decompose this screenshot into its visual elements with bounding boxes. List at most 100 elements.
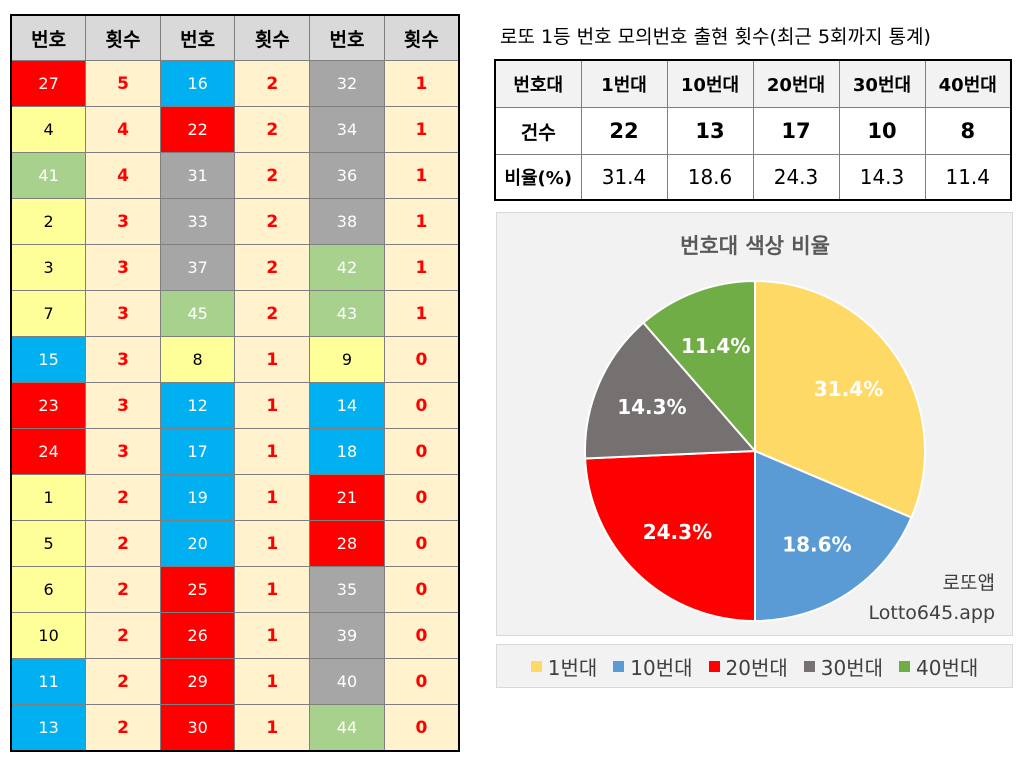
band-label: 30번대 <box>838 59 926 108</box>
appearance-count: 0 <box>383 566 460 613</box>
lotto-number: 39 <box>309 612 385 659</box>
table-row: 4 4 22 2 34 1 <box>10 106 460 153</box>
pie-slice <box>584 321 758 460</box>
appearance-count: 0 <box>383 474 460 521</box>
appearance-count: 1 <box>234 658 311 705</box>
lotto-number: 11 <box>10 658 87 705</box>
lotto-number: 7 <box>10 290 87 337</box>
chart-title: 번호대 색상 비율 <box>680 234 830 258</box>
lotto-number: 14 <box>309 382 385 429</box>
pie-data-label: 14.3% <box>617 395 686 419</box>
lotto-number: 30 <box>159 704 236 752</box>
legend-label: 30번대 <box>820 655 884 680</box>
header-number: 번호 <box>309 14 385 61</box>
band-label: 1번대 <box>580 59 668 108</box>
pie-slice <box>754 449 913 623</box>
lotto-number: 44 <box>309 704 385 752</box>
lotto-number: 10 <box>10 612 87 659</box>
table-row: 3 3 37 2 42 1 <box>10 244 460 291</box>
header-number: 번호 <box>10 14 87 61</box>
appearance-count: 2 <box>234 152 311 199</box>
band-count: 17 <box>752 107 840 155</box>
table-row: 11 2 29 1 40 0 <box>10 658 460 705</box>
header-count: 횟수 <box>383 14 460 61</box>
appearance-count: 1 <box>383 152 460 199</box>
appearance-count: 3 <box>85 198 161 245</box>
table-row: 13 2 30 1 44 0 <box>10 704 460 752</box>
appearance-count: 1 <box>234 382 311 429</box>
legend-item: 20번대 <box>708 652 788 681</box>
legend-swatch-icon <box>899 660 911 672</box>
lotto-number: 25 <box>159 566 236 613</box>
appearance-count: 3 <box>85 428 161 475</box>
pie-chart-panel: 번호대 색상 비율 31.4% 18.6% 24.3% 14.3% 11.4% 로또앱 … <box>496 212 1013 636</box>
pie-data-label: 18.6% <box>782 533 851 557</box>
lotto-number: 28 <box>309 520 385 567</box>
lotto-number: 27 <box>10 60 87 107</box>
lotto-number: 8 <box>159 336 236 383</box>
band-label: 20번대 <box>752 59 840 108</box>
lotto-number: 34 <box>309 106 385 153</box>
ratio-row-label: 비율(%) <box>494 154 582 201</box>
table-row: 23 3 12 1 14 0 <box>10 382 460 429</box>
band-ratio: 31.4 <box>580 154 668 201</box>
appearance-count: 0 <box>383 520 460 567</box>
frequency-table: 번호 횟수 번호 횟수 번호 횟수 27 5 16 2 32 1 4 4 22 2 34 1 41 4 31… <box>10 14 460 752</box>
pie-slice <box>584 449 756 623</box>
table-row: 7 3 45 2 43 1 <box>10 290 460 337</box>
header-count: 횟수 <box>85 14 161 61</box>
legend-label: 40번대 <box>916 655 979 680</box>
lotto-number: 37 <box>159 244 236 291</box>
appearance-count: 1 <box>234 612 311 659</box>
appearance-count: 4 <box>85 152 161 199</box>
count-row-label: 건수 <box>494 107 582 155</box>
table-row: 15 3 8 1 9 0 <box>10 336 460 383</box>
lotto-number: 18 <box>309 428 385 475</box>
lotto-number: 43 <box>309 290 385 337</box>
lotto-number: 17 <box>159 428 236 475</box>
frequency-table-body: 27 5 16 2 32 1 4 4 22 2 34 1 41 4 31 2 36 1 2 3 33 2 38 1 3 3 37 2 4… <box>10 60 460 752</box>
appearance-count: 0 <box>383 382 460 429</box>
lotto-number: 3 <box>10 244 87 291</box>
band-count: 10 <box>838 107 926 155</box>
legend-swatch-icon <box>708 660 720 672</box>
lotto-number: 15 <box>10 336 87 383</box>
lotto-number: 19 <box>159 474 236 521</box>
watermark-line1: 로또앱 <box>943 572 995 594</box>
lotto-number: 13 <box>10 704 87 752</box>
lotto-number: 6 <box>10 566 87 613</box>
pie-slices <box>584 279 926 623</box>
appearance-count: 1 <box>234 428 311 475</box>
band-header-row: 번호대 1번대 10번대 20번대 30번대 40번대 <box>494 59 1012 108</box>
appearance-count: 2 <box>234 106 311 153</box>
lotto-number: 45 <box>159 290 236 337</box>
lotto-number: 29 <box>159 658 236 705</box>
table-row: 10 2 26 1 39 0 <box>10 612 460 659</box>
appearance-count: 2 <box>85 658 161 705</box>
pie-data-label: 24.3% <box>643 520 712 544</box>
lotto-number: 31 <box>159 152 236 199</box>
appearance-count: 0 <box>383 612 460 659</box>
band-label: 40번대 <box>924 59 1012 108</box>
legend-item: 30번대 <box>803 652 884 681</box>
table-row: 2 3 33 2 38 1 <box>10 198 460 245</box>
table-row: 41 4 31 2 36 1 <box>10 152 460 199</box>
legend-item: 10번대 <box>613 652 693 681</box>
band-corner-label: 번호대 <box>494 59 582 108</box>
table-row: 24 3 17 1 18 0 <box>10 428 460 475</box>
table-row: 5 2 20 1 28 0 <box>10 520 460 567</box>
band-summary-table: 번호대 1번대 10번대 20번대 30번대 40번대 건수 22 13 17 … <box>494 59 1012 201</box>
lotto-number: 9 <box>309 336 385 383</box>
appearance-count: 1 <box>234 566 311 613</box>
band-count: 22 <box>580 107 668 155</box>
pie-slice <box>754 279 926 519</box>
lotto-number: 38 <box>309 198 385 245</box>
lotto-number: 32 <box>309 60 385 107</box>
lotto-number: 16 <box>159 60 236 107</box>
lotto-number: 41 <box>10 152 87 199</box>
lotto-number: 4 <box>10 106 87 153</box>
appearance-count: 3 <box>85 290 161 337</box>
pie-data-label: 31.4% <box>814 377 883 401</box>
lotto-number: 12 <box>159 382 236 429</box>
lotto-number: 35 <box>309 566 385 613</box>
